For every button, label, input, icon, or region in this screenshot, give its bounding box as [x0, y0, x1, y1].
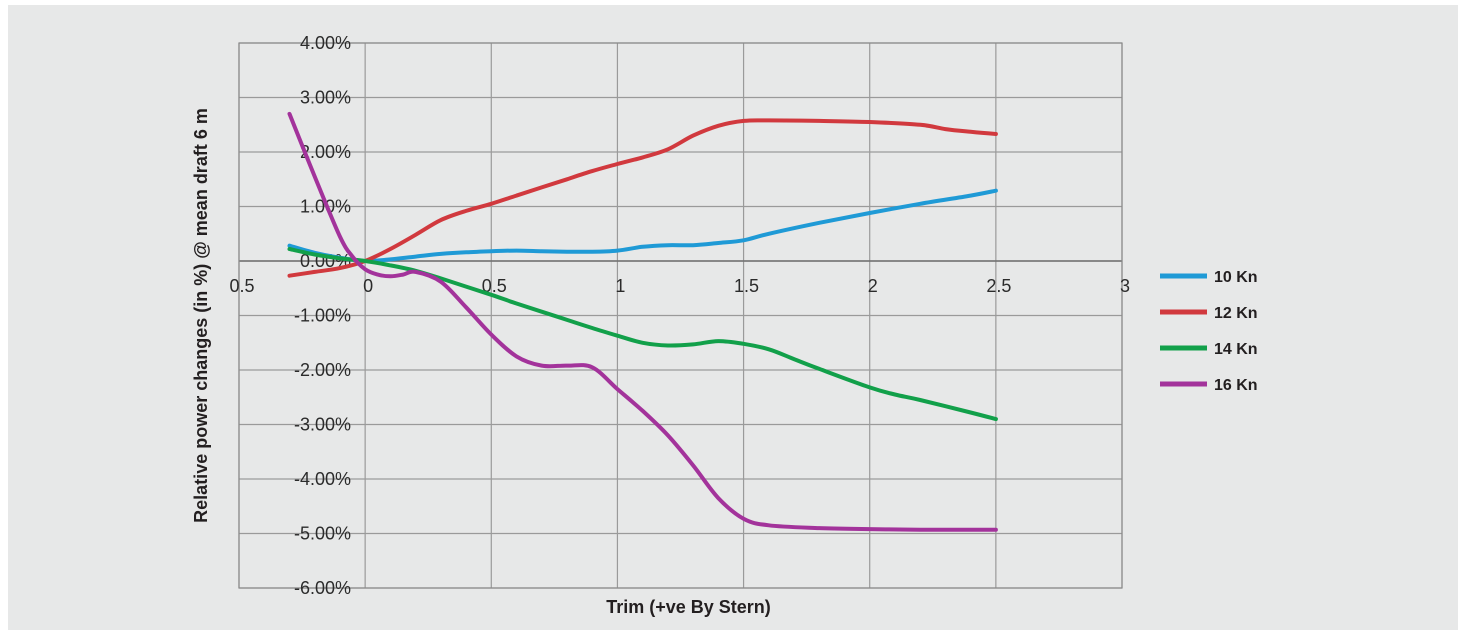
x-axis-title: Trim (+ve By Stern) — [606, 597, 771, 617]
y-tick-label: 2.00% — [300, 142, 351, 162]
legend-label-10-kn: 10 Kn — [1214, 269, 1258, 286]
x-tick-label: 1 — [615, 276, 625, 296]
grid-lines — [238, 42, 1123, 589]
chart-panel — [8, 5, 1458, 630]
x-tick-label: 2 — [868, 276, 878, 296]
plot-area-frame — [238, 42, 1123, 589]
series-line-14-kn — [287, 247, 998, 422]
y-tick-label: -3.00% — [294, 415, 351, 435]
x-tick-label: 1.5 — [734, 276, 759, 296]
y-tick-label: -4.00% — [294, 469, 351, 489]
x-tick-label: 0.5 — [482, 276, 507, 296]
y-tick-label: 3.00% — [300, 88, 351, 108]
y-tick-label: 4.00% — [300, 33, 351, 53]
series-line-12-kn — [287, 118, 998, 278]
legend: 10 Kn 12 Kn 14 Kn 16 Kn — [1160, 269, 1258, 394]
y-tick-label: -5.00% — [294, 524, 351, 544]
series-line-10-kn — [287, 188, 998, 264]
legend-label-12-kn: 12 Kn — [1214, 305, 1258, 322]
y-axis-title: Relative power changes (in %) @ mean dra… — [191, 108, 211, 523]
series-line-16-kn — [287, 111, 998, 532]
series-lines — [287, 111, 998, 532]
y-tick-label: -6.00% — [294, 578, 351, 598]
legend-label-14-kn: 14 Kn — [1214, 341, 1258, 358]
x-tick-label: 3 — [1120, 276, 1130, 296]
y-axis-tick-labels: 4.00%3.00%2.00%1.00%0.00%-1.00%-2.00%-3.… — [294, 33, 351, 598]
x-axis-tick-labels: 0.5 0 0.5 1 1.5 2 2.5 3 — [229, 276, 1130, 296]
x-tick-label: 2.5 — [986, 276, 1011, 296]
y-tick-label: -2.00% — [294, 360, 351, 380]
x-tick-label: 0 — [363, 276, 373, 296]
x-tick-label: 0.5 — [229, 276, 254, 296]
legend-label-16-kn: 16 Kn — [1214, 377, 1258, 394]
y-tick-label: -1.00% — [294, 306, 351, 326]
